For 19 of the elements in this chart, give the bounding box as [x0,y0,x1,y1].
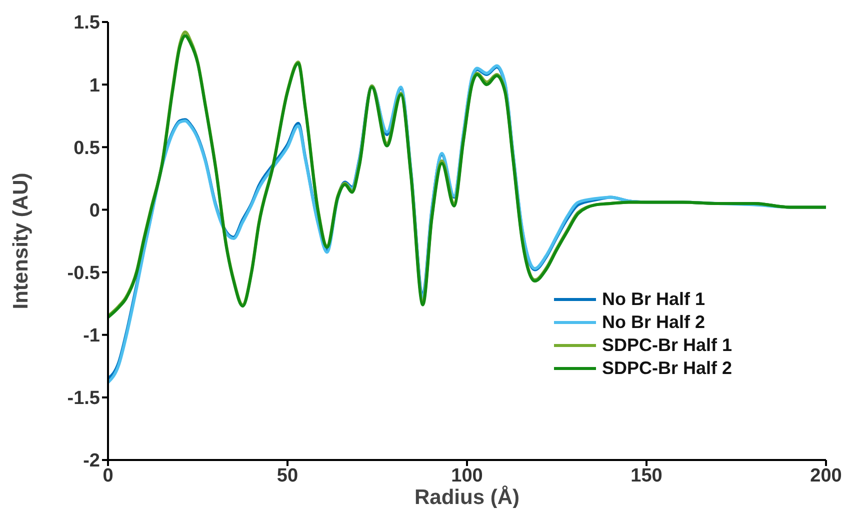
x-tick-label: 100 [451,465,483,486]
legend-label: No Br Half 1 [602,288,706,311]
y-tick-label: -0.5 [67,263,100,284]
y-tick-label: 0 [89,200,100,222]
y-tick-label: -1 [83,326,100,347]
x-tick-label: 150 [630,465,662,486]
legend-label: SDPC-Br Half 1 [602,334,732,357]
legend-label: No Br Half 2 [602,311,706,334]
x-tick-label: 0 [102,465,114,486]
x-tick-label: 200 [810,465,842,486]
x-axis-title: Radius (Å) [414,485,520,509]
x-tick-label: 50 [276,465,298,486]
y-tick-label: -2 [83,450,100,472]
y-tick-label: 1.5 [74,12,100,34]
legend-label: SDPC-Br Half 2 [602,357,732,380]
y-tick-label: 1 [89,75,100,96]
y-tick-label: -1.5 [67,388,100,410]
y-axis-title: Intensity (AU) [9,172,32,310]
y-tick-label: 0.5 [74,138,100,159]
